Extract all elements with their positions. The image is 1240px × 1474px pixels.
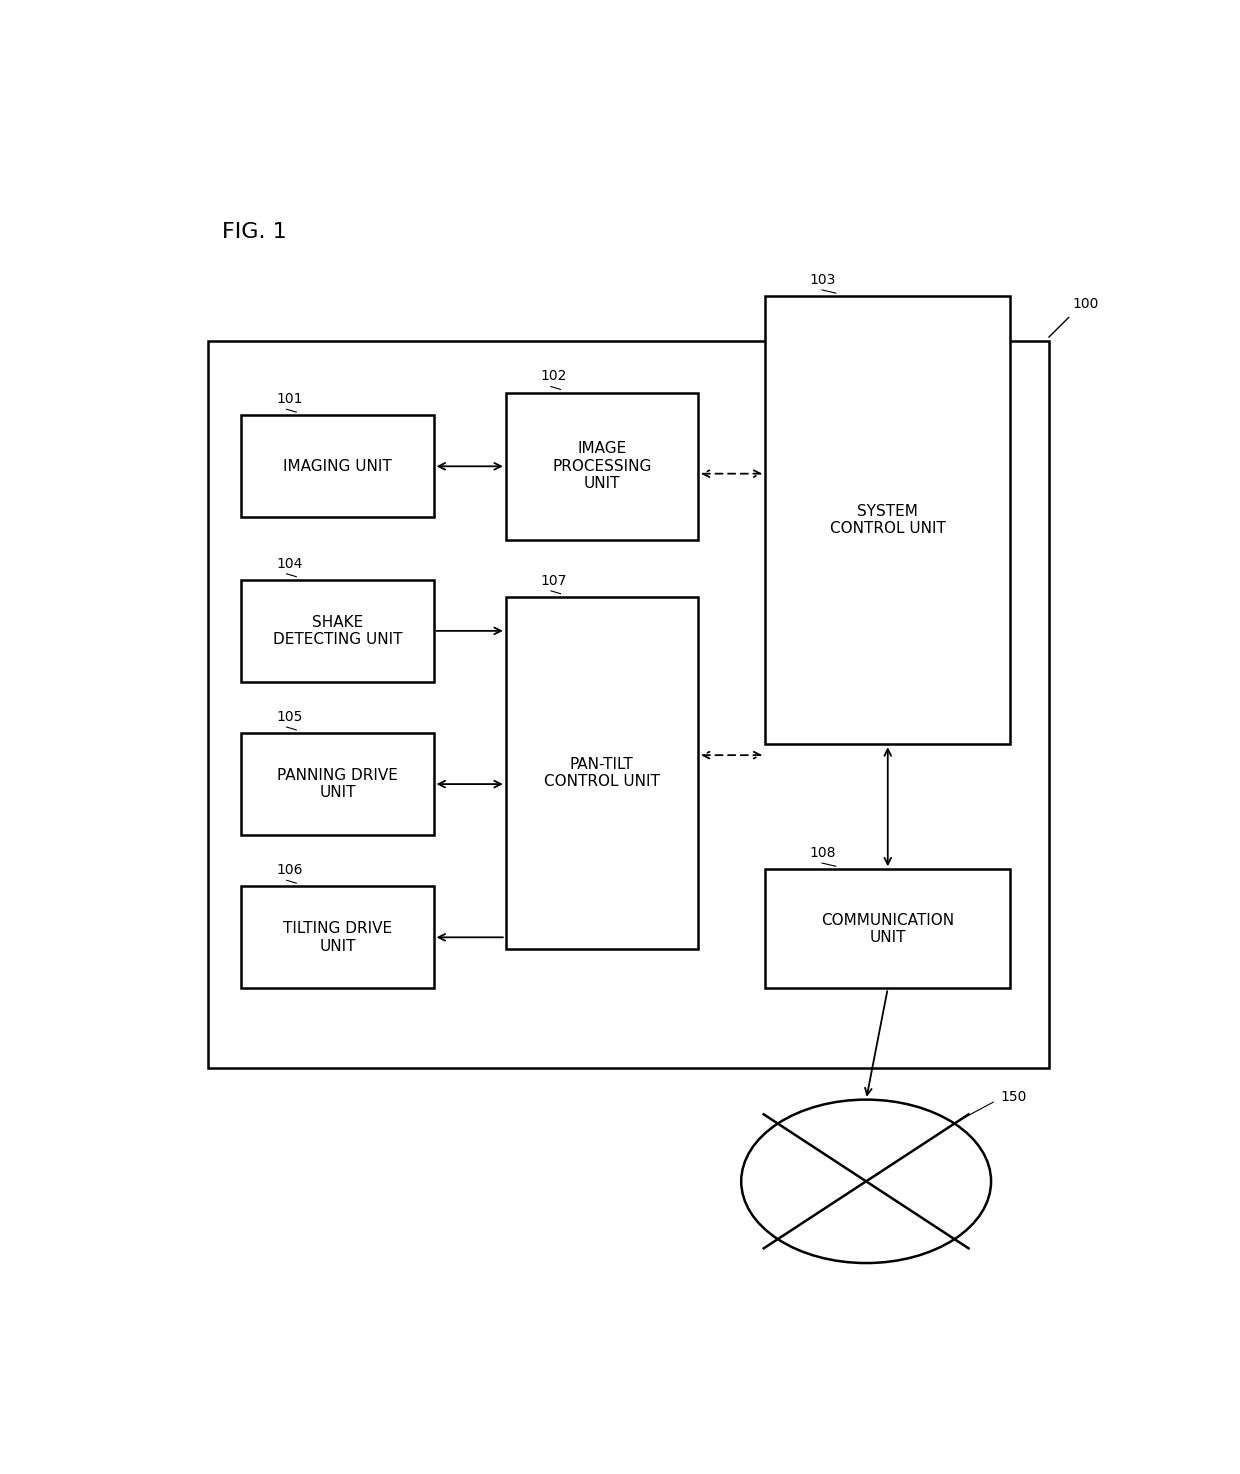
Text: 108: 108	[810, 846, 836, 861]
Text: IMAGING UNIT: IMAGING UNIT	[283, 458, 392, 473]
Text: 102: 102	[541, 370, 567, 383]
Bar	[242, 416, 434, 517]
Text: COMMUNICATION
UNIT: COMMUNICATION UNIT	[821, 912, 955, 945]
Text: PANNING DRIVE
UNIT: PANNING DRIVE UNIT	[278, 768, 398, 800]
Text: 103: 103	[810, 273, 836, 287]
Text: IMAGE
PROCESSING
UNIT: IMAGE PROCESSING UNIT	[552, 441, 651, 491]
Ellipse shape	[742, 1100, 991, 1263]
Text: 100: 100	[1073, 296, 1099, 311]
Text: 105: 105	[277, 710, 303, 724]
Text: TILTING DRIVE
UNIT: TILTING DRIVE UNIT	[283, 921, 392, 954]
Text: 101: 101	[277, 392, 303, 407]
Text: PAN-TILT
CONTROL UNIT: PAN-TILT CONTROL UNIT	[544, 756, 660, 789]
Text: 107: 107	[541, 573, 567, 588]
Bar	[765, 296, 1011, 744]
Bar	[506, 392, 698, 539]
Text: 104: 104	[277, 557, 303, 570]
Bar	[208, 342, 1049, 1067]
Bar	[242, 886, 434, 989]
Text: SYSTEM
CONTROL UNIT: SYSTEM CONTROL UNIT	[830, 504, 946, 537]
Text: 150: 150	[1001, 1091, 1027, 1104]
Text: FIG. 1: FIG. 1	[222, 223, 286, 242]
Text: 106: 106	[277, 864, 303, 877]
Bar	[765, 870, 1011, 989]
Bar	[242, 579, 434, 682]
Text: SHAKE
DETECTING UNIT: SHAKE DETECTING UNIT	[273, 615, 402, 647]
Bar	[242, 733, 434, 836]
Bar	[506, 597, 698, 949]
